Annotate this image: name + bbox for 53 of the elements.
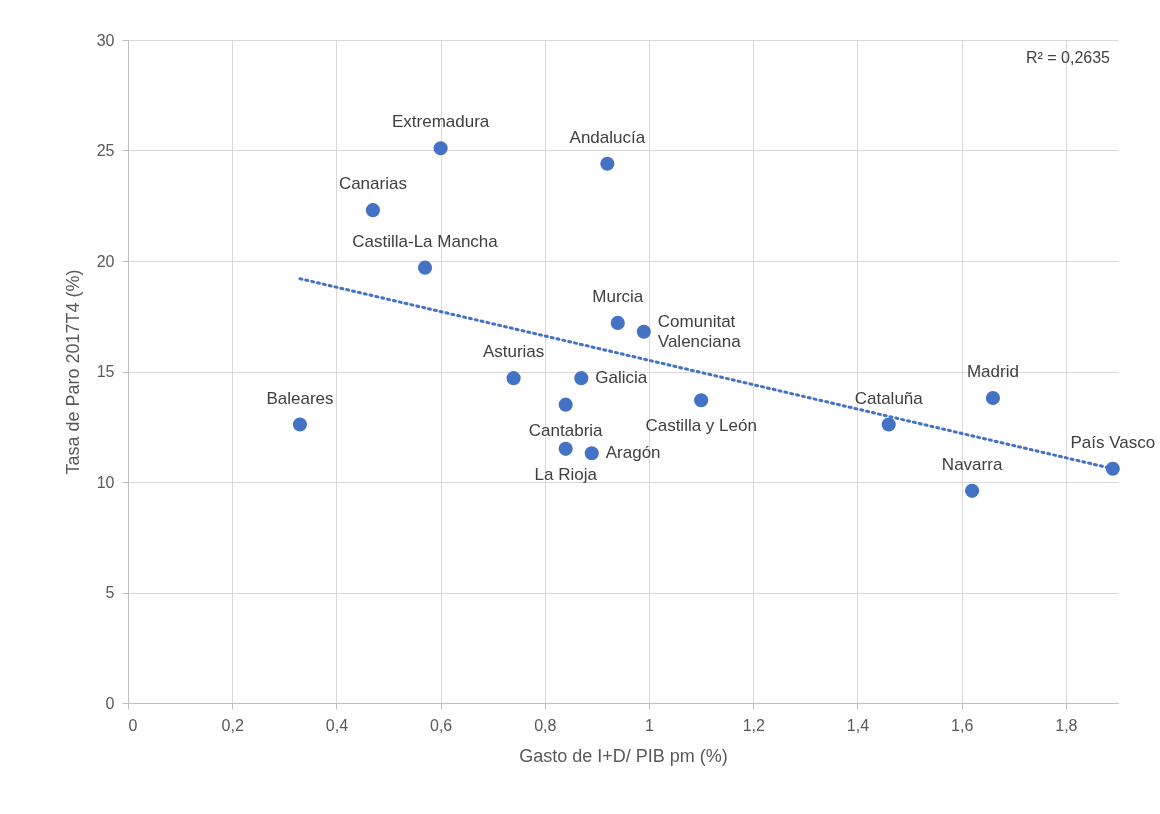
x-tick-label: 1,2 [742,716,765,734]
annotation: Murcia [592,286,644,306]
x-tick-label: 1 [645,716,655,734]
y-tick-label: 5 [105,584,115,601]
annotation: Baleares [266,388,334,408]
annotation: Aragón [605,443,661,463]
y-axis-title: Tasa de Paro 2017T4 (%) [62,269,83,475]
annotation: Madrid [966,362,1019,382]
y-tick-label: 10 [96,473,115,491]
point [292,417,308,432]
x-tick-label: 1,6 [951,716,974,734]
x-tick-label: 1,4 [846,716,870,734]
point [506,371,521,386]
y-tick-label: 30 [96,31,115,49]
x-tick-label: 0 [128,716,138,734]
x-tick-label: 0,6 [430,716,453,734]
annotation: País Vasco [1070,432,1156,452]
point [584,446,599,461]
annotation: Castilla y León [645,416,757,436]
point [365,203,380,218]
x-tick-label: 0,2 [221,716,244,734]
point [600,156,615,171]
point [574,371,589,386]
point [965,483,980,498]
annotation: Comunitat Valenciana [657,311,742,351]
point [610,315,625,330]
y-tick-label: 20 [96,252,115,270]
point [694,393,709,408]
y-tick-label: 0 [105,694,115,712]
y-tick-label: 25 [96,142,115,159]
x-tick-label: 0,4 [325,716,349,734]
x-tick-label: 1,8 [1055,716,1078,734]
point [433,141,448,156]
point [985,390,1001,406]
annotation: Canarias [338,174,407,194]
annotation: R² = 0,2635 [1025,49,1111,66]
annotation: Cataluña [854,388,924,408]
point [881,417,896,432]
point [558,441,573,456]
point [417,260,433,275]
point [636,324,651,339]
annotation: Castilla-La Mancha [352,231,499,251]
annotation: Asturias [482,342,545,362]
annotation: La Rioja [534,464,598,484]
annotation: Cantabria [528,420,604,440]
x-axis-title: Gasto de I+D/ PIB pm (%) [519,745,728,766]
x-tick-label: 0,8 [534,716,557,734]
y-tick-label: 15 [96,363,115,380]
annotation: Galicia [595,368,648,388]
annotation: Navarra [941,454,1003,474]
annotation: Extremadura [391,112,490,132]
point [558,397,573,412]
annotation: Andalucía [569,127,646,147]
